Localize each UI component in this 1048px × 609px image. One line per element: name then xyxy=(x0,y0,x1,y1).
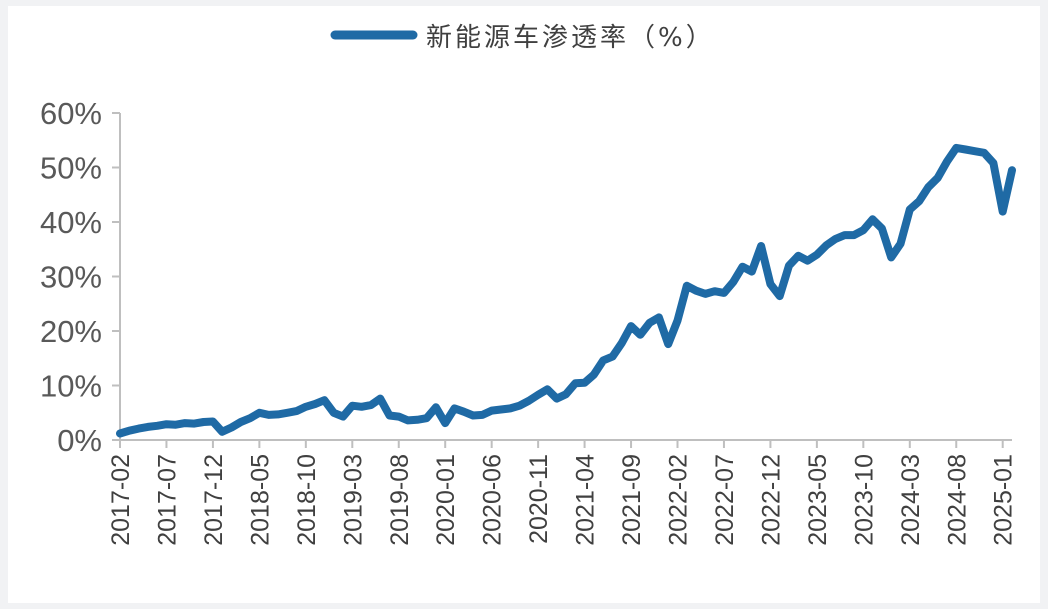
y-tick-label: 60% xyxy=(40,96,102,131)
x-tick-label: 2020-06 xyxy=(479,454,507,546)
x-tick-label: 2023-05 xyxy=(804,454,832,546)
x-tick-label: 2022-07 xyxy=(711,454,739,546)
x-tick-label: 2019-08 xyxy=(386,454,414,546)
series-layer xyxy=(116,143,1016,438)
x-axis: 2017-02 2017-07 2017-12 2018-05 2018-10 2019-… xyxy=(107,439,1018,546)
y-tick-label: 10% xyxy=(40,369,102,404)
x-tick-label: 2018-10 xyxy=(293,454,321,546)
chart-card: 新能源车渗透率（%） 0% 10% 20% 30% 40% 50% 60% 2017-02 2… xyxy=(8,6,1040,603)
x-tick-label: 2022-12 xyxy=(757,454,785,546)
x-tick-label: 2018-05 xyxy=(246,454,274,546)
line-chart: 新能源车渗透率（%） 0%10%20%30%40%50%60% 2017-02 2… xyxy=(40,23,1018,546)
x-tick-label: 2023-10 xyxy=(850,454,878,546)
x-tick-label: 2020-11 xyxy=(525,454,553,544)
x-tick-label: 2017-07 xyxy=(153,454,181,546)
y-axis: 0% 10% 20% 30% 40% 50% 60% xyxy=(40,96,121,458)
x-tick-label: 2017-02 xyxy=(107,454,135,546)
y-tick-label: 50% xyxy=(40,151,102,186)
x-tick-label: 2021-04 xyxy=(572,454,600,546)
legend: 新能源车渗透率（%） xyxy=(330,23,715,53)
x-tick-label: 2019-03 xyxy=(339,454,367,546)
y-tick-label: 40% xyxy=(40,205,102,240)
x-tick-label: 2025-01 xyxy=(990,454,1018,546)
x-tick-label: 2021-09 xyxy=(618,454,646,546)
y-tick-label: 0% xyxy=(57,423,102,458)
x-tick-label: 2022-02 xyxy=(665,454,693,546)
y-tick-label: 20% xyxy=(40,314,102,349)
legend-label: 新能源车渗透率（%） xyxy=(426,23,715,53)
x-tick-label: 2017-12 xyxy=(200,454,228,546)
y-tick-label: 30% xyxy=(40,260,102,295)
series-line xyxy=(116,143,1016,438)
x-tick-label: 2024-08 xyxy=(943,454,971,546)
x-tick-label: 2024-03 xyxy=(897,454,925,546)
x-tick-label: 2020-01 xyxy=(432,454,460,546)
